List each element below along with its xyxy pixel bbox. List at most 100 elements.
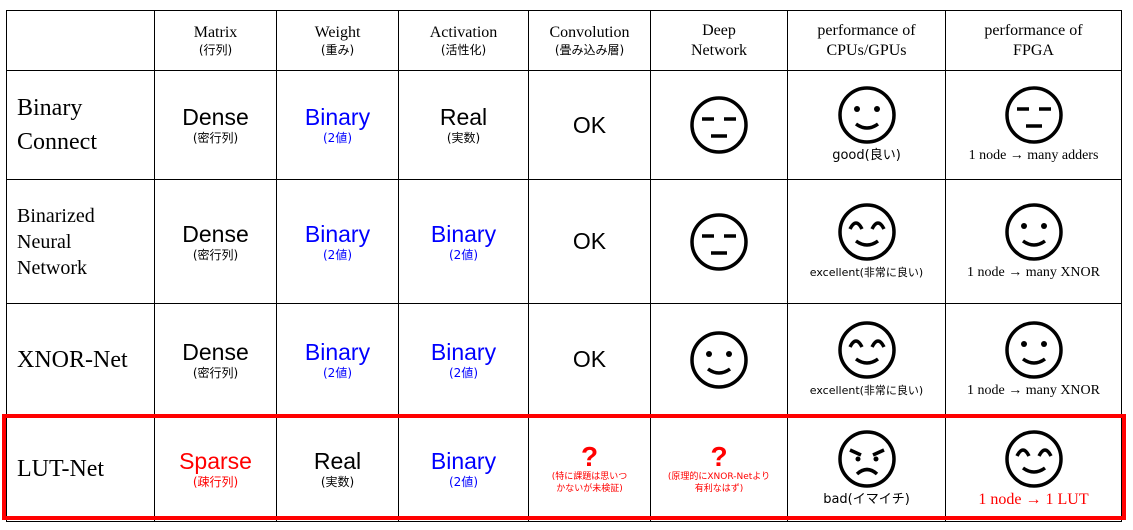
table-row: Binarized Neural Network Dense (密行列) Binary…	[6, 179, 1122, 304]
row-name-line: Connect	[17, 129, 97, 155]
cell-weight: Binary (2値)	[276, 303, 399, 416]
happy-face-icon	[837, 202, 896, 261]
cell-fpga-performance: 1 node → many adders	[945, 70, 1122, 180]
cell-deep-network	[650, 303, 788, 416]
header-deep-line1: Deep	[702, 21, 736, 39]
smile-face-icon	[1004, 320, 1063, 379]
cpu-caption: good(良い)	[832, 148, 901, 163]
smile-face-icon	[837, 86, 896, 144]
activation-sub: (2値)	[449, 365, 478, 380]
corner-cell	[6, 10, 155, 71]
weight-value: Real	[313, 447, 362, 474]
cell-activation: Binary (2値)	[398, 415, 529, 522]
cell-convolution: OK	[528, 303, 651, 416]
header-deep-network: Deep Network	[650, 10, 788, 71]
smile-face-icon	[1004, 202, 1063, 261]
header-fpga-line2: FPGA	[1013, 41, 1054, 59]
convolution-value: OK	[572, 346, 607, 372]
matrix-sub: (疎行列)	[192, 474, 239, 489]
fpga-caption: 1 node → many XNOR	[967, 264, 1100, 280]
header-fpga-performance: performance of FPGA	[945, 10, 1122, 71]
header-deep-line2: Network	[691, 41, 747, 59]
header-activation: Activation (活性化)	[398, 10, 529, 71]
header-cpu-performance: performance of CPUs/GPUs	[787, 10, 946, 71]
matrix-value: Sparse	[179, 447, 252, 474]
happy-face-icon	[837, 320, 896, 379]
neutral-face-icon	[690, 96, 748, 154]
cpu-caption: excellent(非常に良い)	[809, 265, 924, 279]
header-activation-label: Activation	[429, 24, 498, 41]
header-activation-sub: (活性化)	[440, 43, 487, 57]
matrix-value: Dense	[182, 338, 249, 365]
cell-cpu-performance: bad(イマイチ)	[787, 415, 946, 522]
fpga-caption: 1 node → many XNOR	[967, 382, 1100, 398]
cell-fpga-performance: 1 node → 1 LUT	[945, 415, 1122, 522]
cell-matrix: Dense (密行列)	[154, 70, 277, 180]
activation-value: Binary	[430, 220, 497, 247]
comparison-table: Matrix (行列) Weight (重み) Activation (活性化) Co…	[6, 10, 1122, 522]
header-matrix-sub: (行列)	[198, 43, 233, 57]
matrix-sub: (密行列)	[192, 247, 239, 262]
header-weight-label: Weight	[314, 24, 361, 41]
cell-matrix: Sparse (疎行列)	[154, 415, 277, 522]
cell-convolution: ? (特に課題は思いつ かないが未検証)	[528, 415, 651, 522]
activation-sub: (実数)	[446, 131, 481, 145]
header-fpga-line1: performance of	[984, 21, 1083, 39]
header-weight-sub: (重み)	[320, 43, 355, 57]
matrix-value: Dense	[182, 104, 249, 130]
row-name-line: Binary	[17, 95, 83, 121]
weight-sub: (実数)	[320, 474, 355, 489]
cell-activation: Binary (2値)	[398, 179, 529, 304]
cell-weight: Binary (2値)	[276, 70, 399, 180]
cell-matrix: Dense (密行列)	[154, 179, 277, 304]
table-row: XNOR-Net Dense (密行列) Binary (2値) Binary (2値…	[6, 303, 1122, 416]
row-name-line: Neural	[17, 230, 72, 253]
deep-note: (原理的にXNOR-Netより	[667, 471, 771, 482]
header-weight: Weight (重み)	[276, 10, 399, 71]
cell-cpu-performance: good(良い)	[787, 70, 946, 180]
table-row: LUT-Net Sparse (疎行列) Real (実数) Binary (2値) …	[6, 415, 1122, 522]
activation-sub: (2値)	[449, 247, 478, 262]
table-row: Binary Connect Dense (密行列) Binary (2値) Real…	[6, 70, 1122, 180]
activation-value: Real	[439, 104, 488, 130]
cell-fpga-performance: 1 node → many XNOR	[945, 179, 1122, 304]
header-cpu-line2: CPUs/GPUs	[826, 41, 907, 59]
sad-face-icon	[837, 429, 896, 488]
question-mark: ?	[580, 440, 599, 472]
fpga-caption: 1 node → 1 LUT	[978, 490, 1089, 508]
weight-sub: (2値)	[323, 365, 352, 380]
fpga-caption: 1 node → many adders	[968, 148, 1099, 163]
cell-matrix: Dense (密行列)	[154, 303, 277, 416]
header-matrix-label: Matrix	[193, 24, 238, 41]
header-matrix: Matrix (行列)	[154, 10, 277, 71]
cell-deep-network	[650, 70, 788, 180]
header-row: Matrix (行列) Weight (重み) Activation (活性化) Co…	[6, 10, 1122, 71]
matrix-sub: (密行列)	[192, 365, 239, 380]
cell-fpga-performance: 1 node → many XNOR	[945, 303, 1122, 416]
matrix-sub: (密行列)	[192, 131, 239, 145]
cell-weight: Binary (2値)	[276, 179, 399, 304]
row-name-xnor-net: XNOR-Net	[6, 303, 155, 416]
convolution-note: かないが未検証)	[556, 483, 623, 494]
row-name-line: LUT-Net	[17, 455, 105, 482]
cell-deep-network	[650, 179, 788, 304]
weight-value: Binary	[304, 220, 371, 247]
weight-sub: (2値)	[323, 247, 352, 262]
convolution-note: (特に課題は思いつ	[551, 471, 628, 482]
header-convolution-label: Convolution	[549, 24, 630, 41]
row-name-line: Network	[17, 256, 87, 279]
question-mark: ?	[710, 440, 728, 472]
cell-deep-network: ? (原理的にXNOR-Netより 有利なはず)	[650, 415, 788, 522]
cpu-caption: excellent(非常に良い)	[809, 383, 924, 397]
weight-value: Binary	[304, 338, 371, 365]
activation-value: Binary	[430, 338, 497, 365]
cell-convolution: OK	[528, 70, 651, 180]
weight-value: Binary	[304, 104, 371, 130]
neutral-face-icon	[1004, 86, 1063, 144]
cell-activation: Real (実数)	[398, 70, 529, 180]
header-convolution-sub: (畳み込み層)	[554, 43, 625, 57]
smile-face-icon	[690, 330, 748, 389]
cell-cpu-performance: excellent(非常に良い)	[787, 303, 946, 416]
convolution-value: OK	[572, 111, 607, 138]
convolution-value: OK	[572, 228, 607, 254]
